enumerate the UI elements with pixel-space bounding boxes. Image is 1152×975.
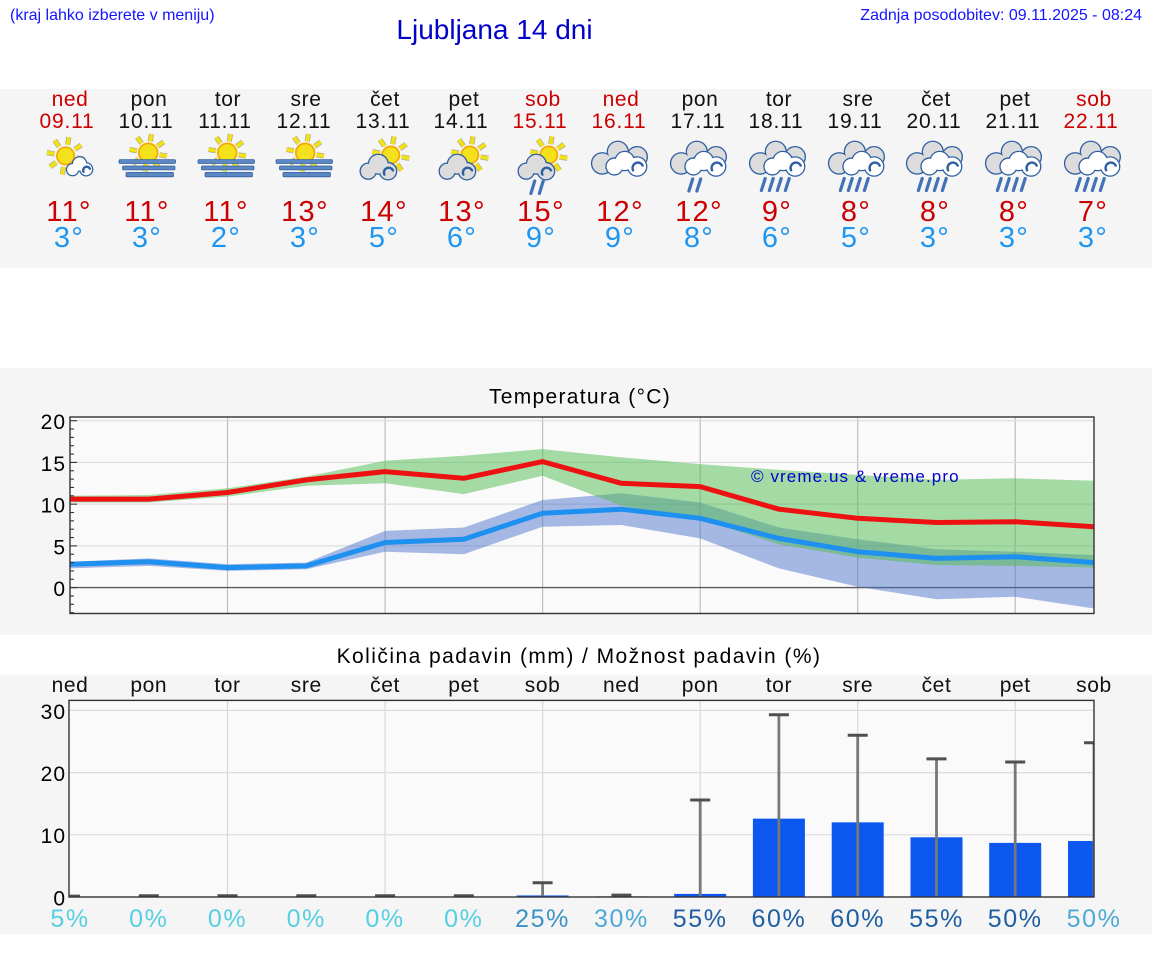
- svg-text:čet: čet: [922, 674, 952, 697]
- svg-text:30%: 30%: [594, 905, 649, 933]
- svg-text:10: 10: [41, 825, 66, 848]
- svg-text:0%: 0%: [129, 905, 168, 933]
- svg-text:55%: 55%: [673, 905, 728, 933]
- svg-text:© vreme.us & vreme.pro: © vreme.us & vreme.pro: [751, 467, 960, 486]
- svg-text:20: 20: [41, 411, 66, 434]
- svg-text:pon: pon: [682, 674, 719, 697]
- svg-text:sre: sre: [291, 674, 322, 697]
- svg-text:0%: 0%: [287, 905, 326, 933]
- svg-text:ned: ned: [603, 674, 640, 697]
- svg-text:0%: 0%: [444, 905, 483, 933]
- svg-text:60%: 60%: [751, 905, 806, 933]
- svg-text:5%: 5%: [50, 905, 89, 933]
- svg-text:ned: ned: [52, 674, 89, 697]
- svg-text:0%: 0%: [365, 905, 404, 933]
- svg-text:pet: pet: [448, 674, 479, 697]
- svg-text:60%: 60%: [830, 905, 885, 933]
- svg-text:0%: 0%: [208, 905, 247, 933]
- svg-text:20: 20: [41, 763, 66, 786]
- svg-text:pon: pon: [130, 674, 167, 697]
- svg-text:0: 0: [53, 578, 66, 601]
- svg-text:Temperatura (°C): Temperatura (°C): [489, 386, 671, 409]
- svg-text:10: 10: [41, 495, 66, 518]
- svg-text:sob: sob: [1076, 674, 1112, 697]
- svg-text:Količina padavin (mm) / Možnos: Količina padavin (mm) / Možnost padavin …: [337, 645, 822, 668]
- svg-text:tor: tor: [766, 674, 792, 697]
- svg-text:0: 0: [53, 887, 66, 910]
- svg-text:tor: tor: [214, 674, 240, 697]
- svg-text:55%: 55%: [909, 905, 964, 933]
- svg-text:50%: 50%: [1067, 905, 1122, 933]
- svg-text:čet: čet: [370, 674, 400, 697]
- svg-text:sob: sob: [525, 674, 561, 697]
- svg-text:30: 30: [41, 701, 66, 724]
- svg-text:sre: sre: [842, 674, 873, 697]
- svg-text:25%: 25%: [515, 905, 570, 933]
- svg-text:50%: 50%: [988, 905, 1043, 933]
- svg-text:5: 5: [53, 536, 66, 559]
- svg-text:pet: pet: [1000, 674, 1031, 697]
- svg-text:15: 15: [41, 453, 66, 476]
